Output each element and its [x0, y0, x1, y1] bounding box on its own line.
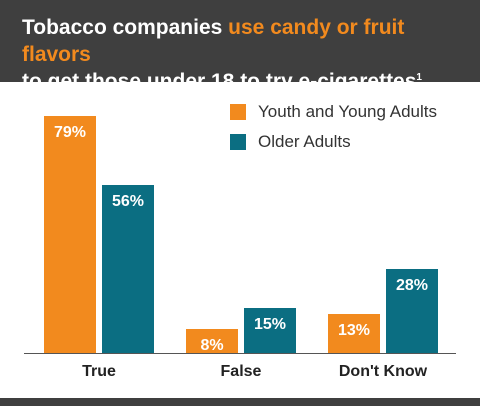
chart-title: Tobacco companies use candy or fruit fla… [22, 14, 472, 95]
category-label-false: False [221, 363, 262, 380]
bar-don-t-know-youth [328, 314, 380, 353]
title-text-1: Tobacco companies [22, 16, 229, 39]
data-label-true-older: 56% [112, 193, 144, 210]
data-label-false-youth: 8% [200, 337, 223, 354]
legend-label-youth: Youth and Young Adults [258, 102, 437, 121]
bar-don-t-know-older [386, 269, 438, 353]
data-label-true-youth: 79% [54, 124, 86, 141]
bar-false-youth [186, 329, 238, 353]
category-label-true: True [82, 363, 116, 380]
footer-bar [0, 398, 480, 406]
title-footnote-marker: 1 [416, 72, 422, 83]
legend-label-older: Older Adults [258, 132, 351, 151]
data-label-don-t-know-youth: 13% [338, 322, 370, 339]
bar-true-older [102, 185, 154, 353]
legend-swatch-older [230, 134, 246, 150]
bar-false-older [244, 308, 296, 353]
category-label-don-t-know: Don't Know [339, 363, 428, 380]
bar-true-youth [44, 116, 96, 353]
data-label-false-older: 15% [254, 316, 286, 333]
title-text-2: to get those under 18 to try e-cigarette… [22, 70, 417, 93]
title-highlight: use candy or fruit flavors [22, 16, 405, 66]
legend-swatch-youth [230, 104, 246, 120]
data-label-don-t-know-older: 28% [396, 277, 428, 294]
header-banner: Tobacco companies use candy or fruit fla… [0, 0, 480, 93]
